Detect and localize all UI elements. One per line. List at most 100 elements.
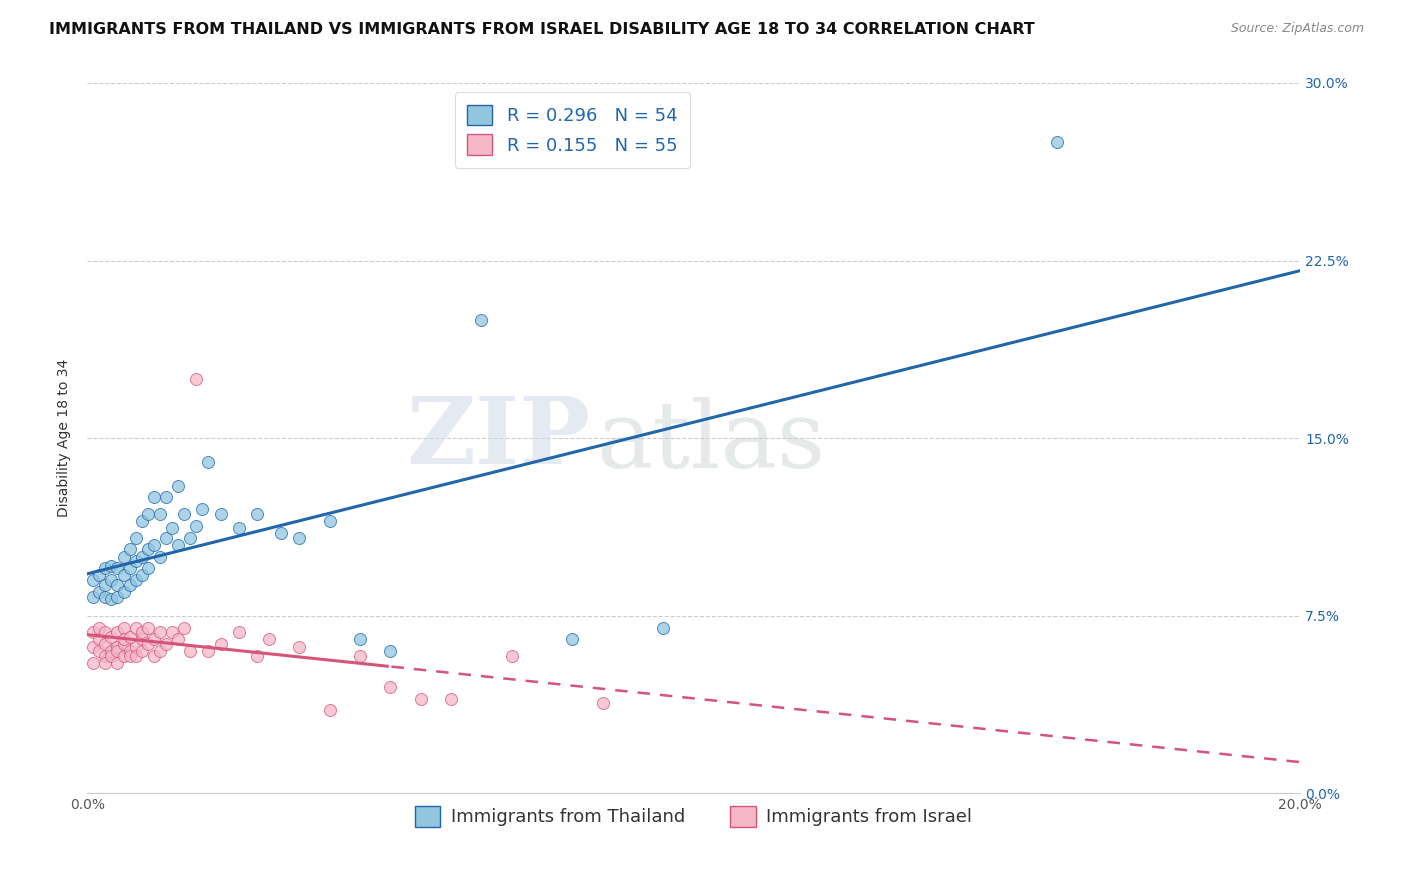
- Point: [131, 568, 153, 582]
- Point: [440, 691, 463, 706]
- Point: [142, 648, 165, 663]
- Point: [149, 644, 172, 658]
- Point: [94, 637, 117, 651]
- Point: [186, 518, 208, 533]
- Point: [82, 625, 104, 640]
- Point: [228, 625, 250, 640]
- Point: [380, 644, 402, 658]
- Point: [173, 621, 195, 635]
- Point: [82, 656, 104, 670]
- Point: [160, 625, 183, 640]
- Point: [270, 525, 292, 540]
- Point: [89, 621, 111, 635]
- Point: [94, 590, 117, 604]
- Point: [100, 559, 122, 574]
- Point: [107, 644, 129, 658]
- Point: [136, 637, 159, 651]
- Point: [179, 644, 201, 658]
- Point: [131, 514, 153, 528]
- Point: [89, 568, 111, 582]
- Point: [112, 568, 135, 582]
- Point: [652, 621, 675, 635]
- Point: [179, 531, 201, 545]
- Y-axis label: Disability Age 18 to 34: Disability Age 18 to 34: [58, 359, 72, 517]
- Point: [136, 542, 159, 557]
- Point: [112, 632, 135, 647]
- Point: [136, 507, 159, 521]
- Text: Source: ZipAtlas.com: Source: ZipAtlas.com: [1230, 22, 1364, 36]
- Point: [209, 507, 232, 521]
- Point: [155, 637, 177, 651]
- Point: [136, 621, 159, 635]
- Point: [131, 632, 153, 647]
- Point: [100, 644, 122, 658]
- Point: [561, 632, 583, 647]
- Point: [349, 648, 371, 663]
- Point: [100, 630, 122, 644]
- Point: [197, 455, 219, 469]
- Point: [118, 630, 141, 644]
- Point: [107, 561, 129, 575]
- Point: [107, 578, 129, 592]
- Point: [160, 521, 183, 535]
- Point: [94, 625, 117, 640]
- Point: [149, 549, 172, 564]
- Point: [131, 549, 153, 564]
- Point: [94, 578, 117, 592]
- Point: [124, 640, 146, 654]
- Point: [118, 648, 141, 663]
- Point: [82, 573, 104, 587]
- Point: [124, 648, 146, 663]
- Point: [82, 640, 104, 654]
- Point: [142, 538, 165, 552]
- Point: [149, 507, 172, 521]
- Point: [89, 644, 111, 658]
- Point: [142, 491, 165, 505]
- Point: [118, 561, 141, 575]
- Point: [319, 514, 342, 528]
- Point: [112, 648, 135, 663]
- Point: [112, 585, 135, 599]
- Point: [167, 478, 190, 492]
- Point: [167, 538, 190, 552]
- Point: [470, 312, 492, 326]
- Point: [94, 648, 117, 663]
- Point: [197, 644, 219, 658]
- Point: [409, 691, 432, 706]
- Point: [131, 644, 153, 658]
- Point: [191, 502, 214, 516]
- Point: [155, 531, 177, 545]
- Point: [118, 542, 141, 557]
- Point: [107, 656, 129, 670]
- Point: [142, 632, 165, 647]
- Point: [124, 621, 146, 635]
- Point: [100, 648, 122, 663]
- Point: [186, 372, 208, 386]
- Point: [124, 531, 146, 545]
- Point: [288, 531, 311, 545]
- Point: [288, 640, 311, 654]
- Point: [107, 640, 129, 654]
- Point: [94, 561, 117, 575]
- Point: [131, 625, 153, 640]
- Point: [112, 621, 135, 635]
- Point: [319, 703, 342, 717]
- Point: [112, 549, 135, 564]
- Point: [149, 625, 172, 640]
- Point: [107, 590, 129, 604]
- Point: [100, 592, 122, 607]
- Point: [118, 578, 141, 592]
- Point: [1046, 135, 1069, 149]
- Point: [349, 632, 371, 647]
- Point: [94, 656, 117, 670]
- Point: [173, 507, 195, 521]
- Point: [118, 644, 141, 658]
- Text: IMMIGRANTS FROM THAILAND VS IMMIGRANTS FROM ISRAEL DISABILITY AGE 18 TO 34 CORRE: IMMIGRANTS FROM THAILAND VS IMMIGRANTS F…: [49, 22, 1035, 37]
- Point: [209, 637, 232, 651]
- Point: [167, 632, 190, 647]
- Point: [246, 648, 269, 663]
- Point: [136, 561, 159, 575]
- Point: [89, 632, 111, 647]
- Point: [246, 507, 269, 521]
- Point: [155, 491, 177, 505]
